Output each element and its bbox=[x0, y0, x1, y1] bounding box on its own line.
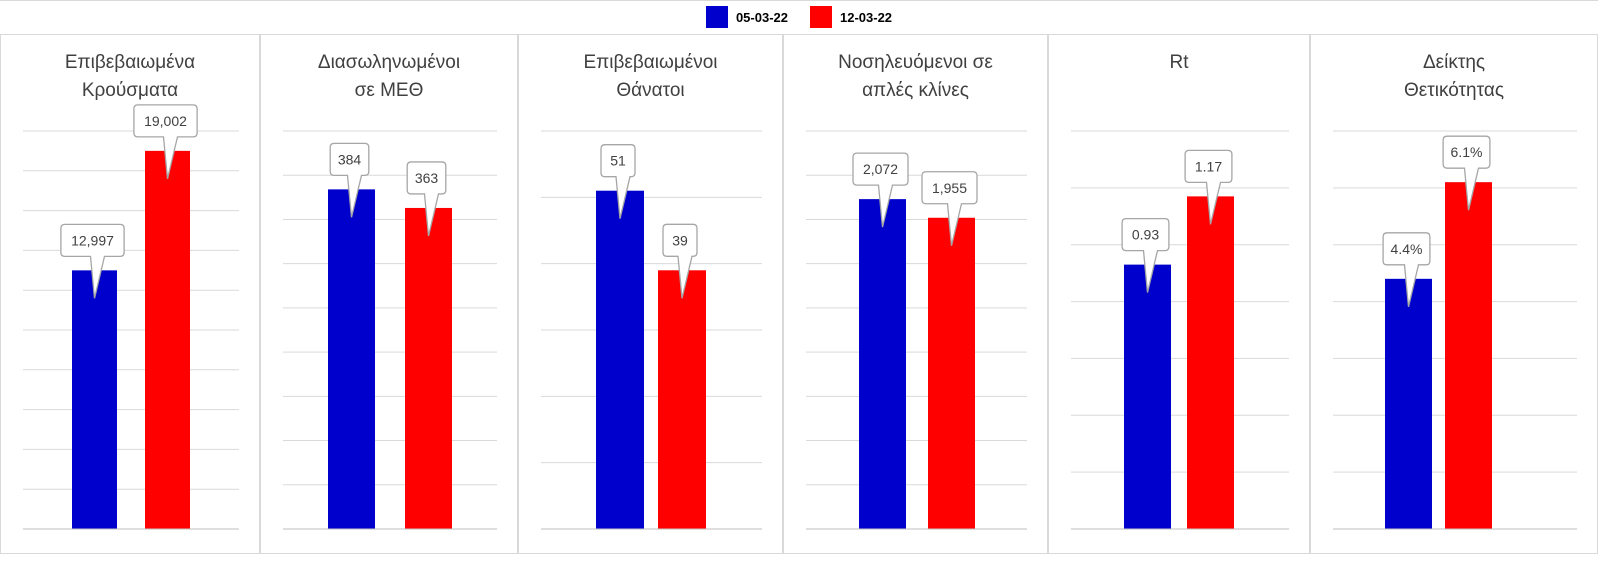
data-label: 1,955 bbox=[932, 180, 967, 196]
legend-swatch-red bbox=[810, 6, 832, 28]
legend-label: 12-03-22 bbox=[840, 9, 893, 25]
chart-title: Δείκτης Θετικότητας bbox=[1404, 52, 1504, 101]
bar-chart: 12,997 19,002 bbox=[23, 104, 239, 530]
callout-shape bbox=[600, 144, 636, 219]
callout-shape bbox=[1442, 135, 1491, 211]
data-label-callout: 1,955 bbox=[921, 171, 978, 246]
data-label: 4.4% bbox=[1391, 241, 1423, 257]
top-border bbox=[0, 0, 1598, 1]
legend: 05-03-22 12-03-22 bbox=[0, 0, 1598, 34]
callout-shape bbox=[852, 152, 909, 228]
chart-title: Διασωληνωμένοι σε ΜΕΘ bbox=[317, 52, 461, 101]
chart-title: Επιβεβαιωμένα Κρούσματα bbox=[64, 52, 196, 101]
data-label-callout: 6.1% bbox=[1442, 135, 1491, 211]
legend-label: 05-03-22 bbox=[735, 9, 788, 25]
data-label-callout: 39 bbox=[662, 223, 698, 299]
bar-chart: 384 363 bbox=[283, 130, 497, 530]
callout-shape bbox=[1184, 149, 1233, 225]
bar bbox=[859, 199, 906, 529]
bar-chart: 2,072 1,955 bbox=[806, 130, 1027, 530]
chart-panel-rt: Rt 0.93 1.17 bbox=[1048, 34, 1310, 554]
data-label-callout: 4.4% bbox=[1382, 232, 1431, 307]
bar bbox=[405, 207, 452, 530]
bar bbox=[1124, 264, 1171, 529]
bar bbox=[145, 150, 190, 529]
chart-panel-hospitalized: Νοσηλευόμενοι σε απλές κλίνες 2,072 1,955 bbox=[783, 34, 1048, 554]
data-label-callout: 12,997 bbox=[60, 223, 125, 299]
bar-chart: 4.4% 6.1% bbox=[1333, 130, 1577, 530]
callout-shape bbox=[406, 161, 447, 237]
bar-chart: 51 39 bbox=[541, 130, 762, 530]
chart-panel-intubated-icu: Διασωληνωμένοι σε ΜΕΘ 384 363 bbox=[260, 34, 518, 554]
bar bbox=[928, 217, 975, 529]
legend-item: 12-03-22 bbox=[810, 6, 892, 28]
data-label: 2,072 bbox=[863, 161, 898, 177]
data-label: 384 bbox=[338, 151, 362, 167]
bar bbox=[72, 270, 117, 529]
data-label: 363 bbox=[415, 170, 439, 186]
data-label-callout: 19,002 bbox=[133, 104, 198, 180]
data-label: 39 bbox=[672, 232, 688, 248]
data-label: 0.93 bbox=[1132, 227, 1159, 243]
callout-shape bbox=[921, 171, 978, 246]
chart-panel-positivity: Δείκτης Θετικότητας 4.4% 6.1% bbox=[1310, 34, 1598, 554]
data-label: 12,997 bbox=[71, 232, 114, 248]
data-label: 19,002 bbox=[144, 113, 187, 129]
data-label-callout: 1.17 bbox=[1184, 149, 1233, 225]
data-label: 6.1% bbox=[1451, 144, 1483, 160]
callout-shape bbox=[133, 104, 198, 180]
chart-title: Νοσηλευόμενοι σε απλές κλίνες bbox=[838, 52, 993, 101]
bar bbox=[328, 189, 375, 529]
data-label-callout: 363 bbox=[406, 161, 447, 237]
data-label-callout: 384 bbox=[329, 142, 370, 218]
callout-shape bbox=[1382, 232, 1431, 307]
callout-shape bbox=[1121, 217, 1170, 293]
bar-chart: 0.93 1.17 bbox=[1071, 130, 1289, 530]
data-label: 51 bbox=[610, 153, 626, 169]
chart-panel-confirmed-cases: Επιβεβαιωμένα Κρούσματα 12,997 19,002 bbox=[0, 34, 260, 554]
callout-shape bbox=[662, 223, 698, 299]
legend-swatch-blue bbox=[705, 6, 728, 28]
bar bbox=[1445, 182, 1492, 529]
data-label-callout: 0.93 bbox=[1121, 217, 1170, 293]
chart-panel-deaths: Επιβεβαιωμένοι Θάνατοι 51 39 bbox=[518, 34, 783, 554]
bar bbox=[658, 270, 706, 529]
bar bbox=[1385, 278, 1432, 529]
data-label-callout: 2,072 bbox=[852, 152, 909, 228]
bar bbox=[596, 190, 644, 529]
data-label: 1.17 bbox=[1195, 158, 1222, 174]
callout-shape bbox=[60, 223, 125, 299]
callout-shape bbox=[329, 142, 370, 218]
chart-title: Rt bbox=[1169, 52, 1189, 73]
data-label-callout: 51 bbox=[600, 144, 636, 219]
bar bbox=[1187, 196, 1234, 529]
legend-item: 05-03-22 bbox=[705, 6, 788, 28]
chart-title: Επιβεβαιωμένοι Θάνατοι bbox=[583, 52, 718, 101]
